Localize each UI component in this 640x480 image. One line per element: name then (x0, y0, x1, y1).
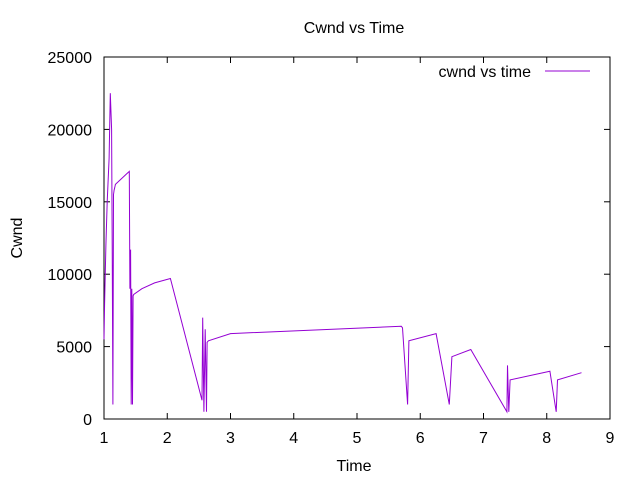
y-tick-label: 15000 (48, 195, 93, 212)
x-axis-title: Time (337, 458, 372, 475)
x-tick-label: 1 (100, 430, 109, 447)
y-tick-label: 10000 (48, 267, 93, 284)
x-tick-label: 5 (353, 430, 362, 447)
y-tick-label: 25000 (48, 50, 93, 67)
series-line (103, 93, 582, 414)
x-tick-label: 2 (163, 430, 172, 447)
legend: cwnd vs time (439, 64, 590, 81)
x-tick-label: 7 (479, 430, 488, 447)
y-tick-label: 0 (83, 412, 92, 429)
x-tick-label: 8 (542, 430, 551, 447)
x-axis-ticks: 1 2 3 4 5 6 7 8 9 (100, 57, 615, 447)
plot-frame (103, 56, 611, 420)
x-tick-label: 6 (416, 430, 425, 447)
x-tick-label: 9 (606, 430, 615, 447)
series-group (103, 93, 582, 414)
x-tick-label: 3 (226, 430, 235, 447)
y-tick-label: 20000 (48, 122, 93, 139)
x-tick-label: 4 (289, 430, 298, 447)
legend-label: cwnd vs time (439, 64, 532, 81)
y-axis-ticks: 0 5000 10000 15000 20000 25000 (48, 50, 610, 429)
y-axis-title: Cwnd (9, 218, 26, 259)
y-tick-label: 5000 (56, 340, 92, 357)
chart-title: Cwnd vs Time (304, 20, 405, 37)
